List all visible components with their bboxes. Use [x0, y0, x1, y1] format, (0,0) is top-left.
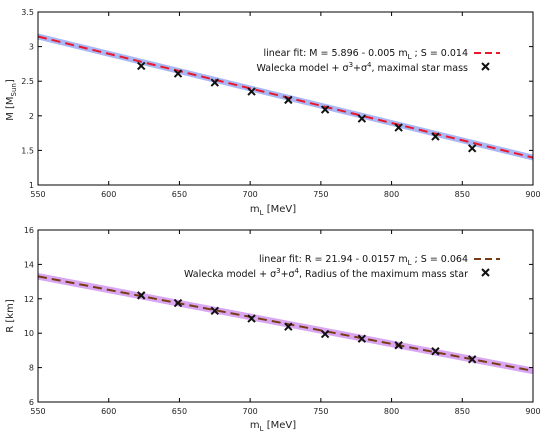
y-tick-label: 14	[24, 260, 34, 269]
legend-points-label: Walecka model + σ3+σ4, maximal star mass	[256, 61, 468, 74]
y-tick-label: 2.5	[21, 77, 34, 86]
data-point	[357, 114, 367, 123]
data-points	[137, 61, 477, 153]
x-tick-label: 850	[455, 190, 470, 199]
data-point	[284, 95, 293, 105]
y-tick-label: 2	[29, 112, 34, 121]
legend-points-label: Walecka model + σ3+σ4, Radius of the max…	[184, 267, 468, 280]
data-point	[394, 341, 403, 350]
data-point	[173, 69, 183, 78]
y-axis-label: M [MSun]	[5, 79, 18, 121]
data-point	[320, 105, 330, 114]
x-axis-label: mL [MeV]	[250, 420, 296, 433]
axis-ticks: 550 600 650 700 750 800 850 900 1 1.5 2 2.5 3 3.5	[21, 8, 540, 199]
x-tick-label: 600	[101, 407, 116, 416]
x-tick-label: 750	[313, 190, 328, 199]
legend-fit-label: linear fit: R = 21.94 - 0.0157 mL ; S = …	[259, 254, 468, 267]
data-point	[431, 347, 440, 356]
legend-points-marker	[481, 62, 490, 71]
x-tick-label: 800	[384, 190, 399, 199]
data-point	[394, 123, 403, 132]
x-tick-label: 650	[172, 190, 187, 199]
y-tick-label: 1	[29, 181, 34, 190]
data-point	[320, 329, 330, 339]
y-tick-label: 12	[24, 295, 34, 304]
plot-frame	[37, 229, 534, 403]
data-point	[431, 132, 440, 141]
data-point	[210, 78, 219, 87]
x-tick-label: 800	[384, 407, 399, 416]
data-points	[137, 291, 477, 364]
y-tick-label: 16	[24, 226, 34, 235]
y-tick-label: 3	[29, 43, 34, 52]
x-tick-label: 750	[313, 407, 328, 416]
data-point	[357, 334, 367, 343]
legend: linear fit: R = 21.94 - 0.0157 mL ; S = …	[184, 254, 500, 280]
data-point	[284, 322, 293, 331]
x-tick-label: 700	[243, 407, 258, 416]
legend-points-marker	[481, 268, 490, 277]
y-tick-label: 10	[24, 329, 34, 338]
data-point	[247, 314, 256, 323]
x-tick-label: 650	[172, 407, 187, 416]
x-tick-label: 550	[30, 190, 45, 199]
data-point	[210, 306, 219, 316]
plot-frame	[37, 11, 534, 186]
y-tick-label: 6	[29, 398, 34, 407]
radius-chart: 550 600 650 700 750 800 850 900 6 8 10 12 14 16 mL [M…	[5, 226, 541, 433]
x-axis-label: mL [MeV]	[250, 204, 296, 217]
x-tick-label: 600	[101, 190, 116, 199]
data-point	[247, 87, 256, 96]
axis-ticks: 550 600 650 700 750 800 850 900 6 8 10 12 14 16	[24, 226, 541, 416]
data-point	[137, 61, 146, 71]
data-point	[173, 298, 183, 308]
y-tick-label: 3.5	[21, 8, 34, 17]
y-axis-label: R [km]	[5, 299, 16, 333]
y-tick-label: 8	[29, 364, 34, 373]
x-tick-label: 850	[455, 407, 470, 416]
data-point	[467, 355, 477, 364]
data-point	[137, 291, 146, 300]
x-tick-label: 900	[525, 190, 540, 199]
x-tick-label: 550	[30, 407, 45, 416]
x-tick-label: 900	[525, 407, 540, 416]
y-tick-label: 1.5	[21, 146, 34, 155]
legend-fit-label: linear fit: M = 5.896 - 0.005 mL ; S = 0…	[263, 48, 468, 61]
mass-chart: 550 600 650 700 750 800 850 900 1 1.5 2 2.5 3 3.5 mL …	[5, 8, 541, 217]
data-point	[467, 144, 477, 153]
x-tick-label: 700	[243, 190, 258, 199]
legend: linear fit: M = 5.896 - 0.005 mL ; S = 0…	[256, 48, 500, 74]
